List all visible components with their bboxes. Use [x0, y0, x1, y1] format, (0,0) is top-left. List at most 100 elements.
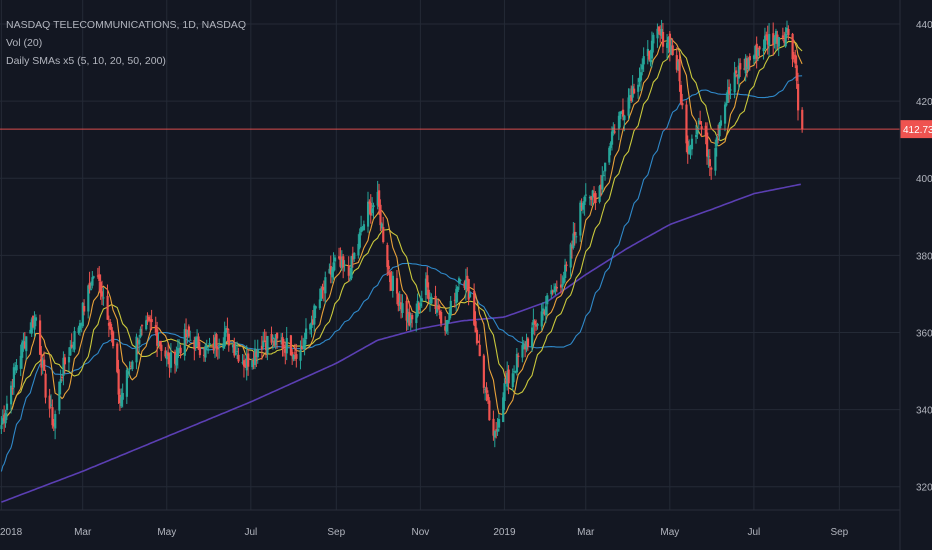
candle-body: [33, 317, 36, 330]
candle-body: [668, 33, 672, 53]
candle-body: [112, 331, 115, 347]
candle-body: [368, 201, 371, 204]
candle-body: [176, 348, 179, 358]
candle-body: [118, 394, 122, 404]
candle-body: [524, 346, 527, 350]
candle-body: [321, 286, 324, 290]
candle-body: [196, 336, 199, 340]
candle-body: [570, 247, 574, 249]
candle-body: [234, 353, 237, 355]
x-tick-label: 2019: [493, 527, 516, 538]
candle-body: [801, 109, 804, 130]
candle-body: [591, 190, 594, 198]
candle-body: [231, 344, 235, 348]
last-price-label: 412.73: [903, 125, 932, 136]
time-axis[interactable]: 2018 Mar May Jul Sep Nov 2019 Mar May Jul Sep: [0, 509, 900, 538]
candle-body: [61, 377, 64, 379]
candle-body: [475, 329, 479, 344]
candle-body: [561, 284, 564, 287]
candle-body: [502, 397, 505, 423]
candle-body: [459, 279, 462, 281]
chart-legend: NASDAQ TELECOMMUNICATIONS, 1D, NASDAQ Vo…: [6, 16, 246, 70]
candle-body: [12, 367, 15, 388]
candle-body: [351, 253, 355, 260]
candle-body: [34, 317, 38, 321]
candle-body: [22, 340, 25, 345]
candle-body: [495, 429, 498, 431]
candle-body: [408, 311, 411, 326]
candle-body: [739, 63, 742, 70]
candle-body: [582, 202, 585, 210]
candle-body: [409, 316, 412, 324]
x-tick-label: Jul: [244, 527, 257, 538]
candle-body: [284, 348, 287, 353]
sma-20-line: [0, 40, 803, 426]
candle-body: [324, 277, 327, 294]
sma-indicator-label[interactable]: Daily SMAs x5 (5, 10, 20, 50, 200): [6, 55, 166, 67]
candle-body: [158, 341, 162, 346]
candle-body: [157, 342, 160, 345]
candle-body: [131, 361, 134, 369]
candle-body: [555, 287, 559, 289]
candle-body: [610, 131, 614, 145]
candle-body: [147, 316, 151, 321]
candle-body: [675, 55, 678, 70]
candle-body: [350, 256, 353, 279]
candle-body: [540, 311, 543, 327]
candle-body: [387, 265, 390, 270]
candle-body: [485, 387, 488, 393]
candle-body: [531, 327, 534, 348]
candle-body: [601, 175, 604, 190]
candle-body: [87, 285, 90, 312]
candle-body: [361, 227, 364, 231]
candle-body: [349, 278, 352, 280]
candle-body: [366, 201, 370, 227]
candle-body: [774, 31, 778, 41]
y-tick-label: 420.00: [916, 97, 932, 108]
candle-body: [544, 306, 547, 315]
volume-indicator-label[interactable]: Vol (20): [6, 37, 43, 49]
symbol-title[interactable]: NASDAQ TELECOMMUNICATIONS, 1D, NASDAQ: [6, 19, 246, 31]
y-tick-label: 360.00: [916, 328, 932, 339]
candle-body: [247, 353, 250, 367]
candle-body: [202, 354, 206, 356]
candle-body: [310, 322, 313, 328]
candle-body: [632, 88, 636, 94]
candle-body: [343, 264, 346, 266]
candle-body: [73, 331, 76, 350]
candle-body: [792, 55, 796, 57]
candle-body: [262, 340, 265, 348]
last-price-tag: [900, 120, 932, 139]
candle-body: [704, 125, 707, 136]
candle-body: [96, 275, 100, 277]
candle-body: [145, 320, 148, 330]
candle-body: [631, 86, 634, 98]
candle-body: [205, 346, 208, 348]
candle-body: [120, 396, 123, 407]
candle-body: [446, 320, 450, 324]
candle-body: [197, 336, 200, 350]
candle-body: [329, 266, 332, 275]
candle-body: [717, 134, 720, 136]
candle-body: [78, 323, 82, 331]
candle-body: [457, 278, 461, 284]
candle-body: [689, 145, 692, 150]
candle-body: [765, 34, 768, 36]
x-tick-label: Nov: [411, 527, 429, 538]
price-axis[interactable]: 320.00 340.00 360.00 380.00 400.00 420.00 440.…: [899, 0, 932, 550]
candle-body: [398, 302, 401, 304]
candle-body: [464, 279, 468, 290]
candle-body: [419, 303, 422, 307]
candle-body: [667, 37, 670, 43]
candle-body: [504, 380, 508, 383]
candle-body: [54, 414, 57, 429]
candle-body: [164, 350, 167, 357]
candle-body: [777, 37, 780, 47]
candle-body: [311, 319, 315, 325]
candle-body: [550, 290, 553, 295]
candle-body: [580, 205, 583, 208]
candle-body: [466, 275, 469, 281]
candle-body: [754, 46, 757, 59]
candle-body: [362, 224, 366, 231]
